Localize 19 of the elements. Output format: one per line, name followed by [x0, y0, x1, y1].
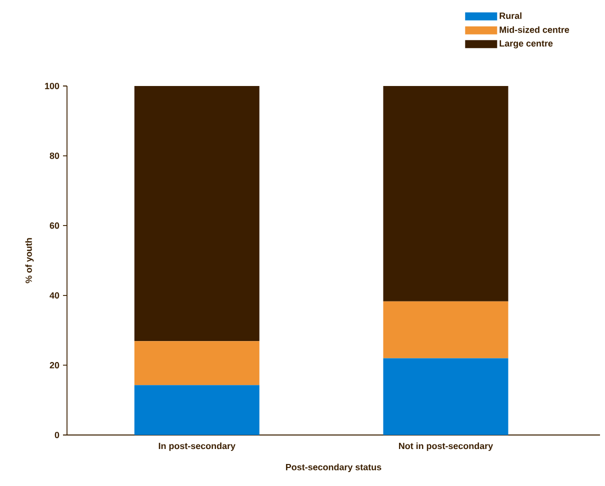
y-tick-label: 20: [50, 362, 60, 368]
bar: [134, 341, 260, 386]
y-tick-label: 60: [50, 222, 60, 229]
x-axis-title: Post-secondary status: [286, 464, 382, 472]
legend-label: Rural: [500, 12, 522, 19]
y-tick-label: 100: [45, 82, 60, 90]
bar: [134, 86, 260, 342]
bar: [383, 301, 508, 358]
bar: [383, 86, 508, 302]
bar: [134, 385, 260, 435]
y-tick-label: 40: [50, 292, 60, 299]
x-tick-label: Not in post-secondary: [398, 442, 494, 451]
bar: [383, 358, 508, 435]
y-axis-title: % of youth: [25, 238, 34, 284]
x-tick-label: In post-secondary: [158, 442, 236, 451]
y-tick-label: 0: [54, 432, 60, 438]
legend-label: Mid-sized centre: [500, 26, 570, 33]
y-tick-label: 80: [50, 152, 60, 159]
legend-label: Large centre: [500, 40, 553, 48]
